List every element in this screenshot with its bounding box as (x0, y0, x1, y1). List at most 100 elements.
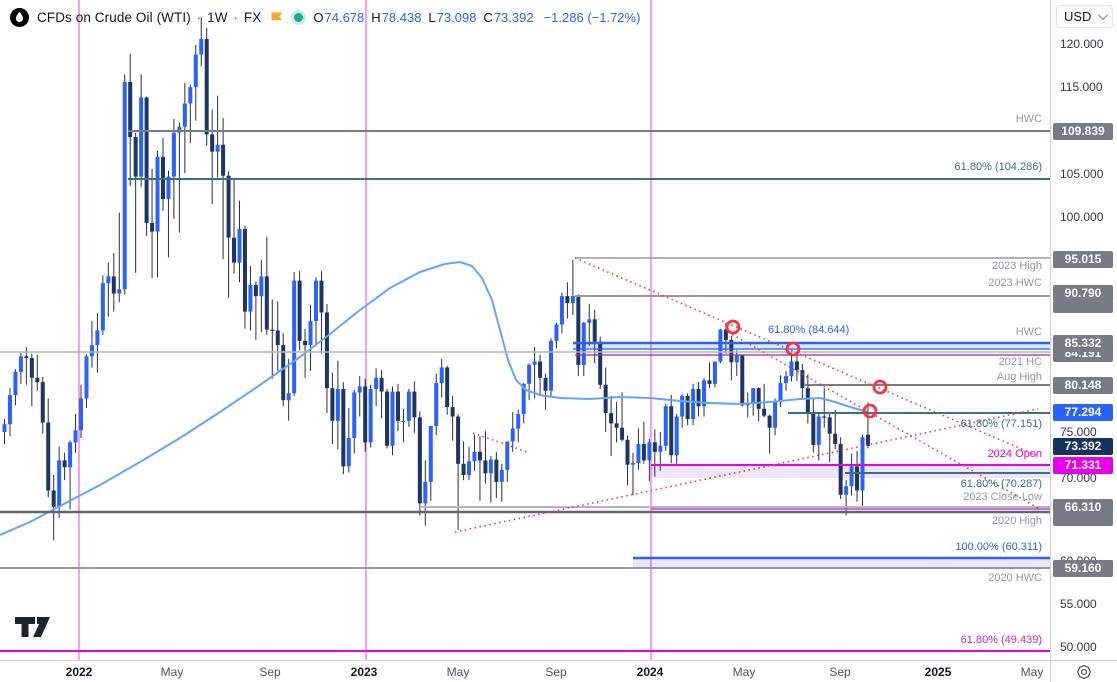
candle-body (549, 340, 553, 391)
candle-body (150, 223, 155, 232)
price-badge: 90.790 (1053, 284, 1113, 302)
candle-body (155, 156, 160, 232)
candle-body (35, 377, 40, 383)
axis-settings-corner[interactable] (1050, 660, 1117, 682)
price-axis[interactable]: USD 120.000 115.000 105.000 100.000 75.000 70… (1050, 0, 1117, 660)
candle-body (270, 329, 275, 331)
trendline[interactable] (574, 257, 1039, 457)
candle-body (368, 389, 373, 443)
candle-body (215, 144, 220, 152)
candle-body (636, 444, 641, 463)
candle-body (292, 280, 297, 394)
candle-body (385, 391, 390, 446)
candle-body (51, 490, 56, 507)
candle-body (341, 389, 346, 467)
marker-circle[interactable] (785, 341, 801, 357)
candle-body (374, 377, 379, 389)
candle-body (505, 441, 510, 470)
candle-body (303, 340, 308, 346)
candle-body (773, 401, 778, 428)
flag-icon[interactable] (269, 10, 284, 25)
candle-body (789, 361, 794, 377)
gear-icon[interactable] (1076, 664, 1092, 680)
candle-body (543, 377, 548, 391)
candle-body (281, 345, 286, 401)
currency-selector[interactable]: USD (1056, 5, 1113, 28)
candle-body (658, 445, 663, 452)
candle-body (335, 389, 340, 421)
candle-body (516, 413, 521, 429)
candle-body (663, 406, 668, 446)
candle-body (855, 466, 860, 491)
candle-body (428, 425, 433, 482)
candle-body (816, 416, 821, 445)
candle-body (412, 391, 417, 418)
candle-body (379, 377, 384, 392)
candle-body (794, 361, 799, 371)
trendline[interactable] (472, 432, 528, 453)
time-tick-label: May (160, 665, 184, 679)
crude-oil-logo-icon (10, 7, 29, 27)
time-axis[interactable]: 2022 May Sep 2023 May Sep 2024 May Sep 2025 May (0, 660, 1050, 682)
candle-body (346, 438, 351, 467)
price-tick-label: 100.000 (1060, 210, 1104, 224)
candle-body (106, 276, 111, 284)
marker-circle[interactable] (862, 403, 878, 419)
candle-body (669, 406, 674, 456)
time-tick-label: 2023 (350, 665, 378, 679)
candle-body (865, 434, 870, 446)
price-tick-label: 115.000 (1060, 80, 1103, 94)
marker-circle[interactable] (872, 379, 888, 395)
candle-body (702, 380, 707, 407)
candle-body (538, 361, 543, 378)
candle-body (685, 395, 690, 420)
tradingview-logo[interactable] (14, 616, 52, 638)
price-tick-label: 105.000 (1060, 167, 1104, 181)
candle-body (756, 388, 761, 409)
candle-body (406, 391, 411, 421)
candle-body (242, 229, 247, 312)
level-band (573, 344, 1050, 350)
candle-body (849, 466, 854, 487)
price-tick-label: 55.000 (1060, 597, 1097, 611)
candle-body (188, 87, 193, 104)
price-badge: 71.331 (1053, 456, 1113, 474)
time-tick-label: Sep (259, 665, 281, 679)
price-badge: 95.015 (1053, 250, 1113, 268)
candle-body (182, 103, 187, 127)
price-chart-canvas[interactable] (0, 0, 1050, 660)
candle-body (751, 388, 756, 404)
candle-body (532, 361, 537, 365)
candle-body (570, 296, 575, 303)
candle-body (253, 284, 258, 297)
candle-body (844, 486, 849, 495)
candle-body (237, 229, 242, 263)
candle-body (477, 451, 482, 461)
candle-body (456, 416, 461, 464)
candle-body (712, 361, 717, 384)
candle-body (811, 413, 816, 445)
candle-body (707, 380, 712, 384)
symbol-title[interactable]: CFDs on Crude Oil (WTI) · 1W · FX (37, 10, 261, 25)
chart-pane[interactable]: HWC 61.80% (104.286) 2023 High 2023 HWC HWC 6… (0, 0, 1050, 660)
candle-body (439, 367, 444, 383)
candle-body (472, 451, 477, 462)
candle-body (423, 481, 428, 504)
symbol-interval: 1W (207, 9, 228, 25)
candle-body (680, 395, 685, 417)
candle-body (40, 382, 45, 423)
candle-body (73, 430, 78, 443)
level-band (633, 559, 1050, 568)
candle-body (357, 386, 362, 393)
candle-body (275, 330, 280, 346)
candle-body (226, 175, 231, 238)
candle-body (133, 137, 138, 177)
candle-body (827, 417, 832, 434)
marker-circle[interactable] (725, 319, 741, 335)
candle-body (592, 319, 597, 342)
high-value: 78.438 (381, 9, 422, 25)
candle-body (822, 416, 827, 418)
candle-body (527, 364, 532, 384)
candle-body (308, 321, 313, 346)
candle-body (160, 156, 165, 199)
